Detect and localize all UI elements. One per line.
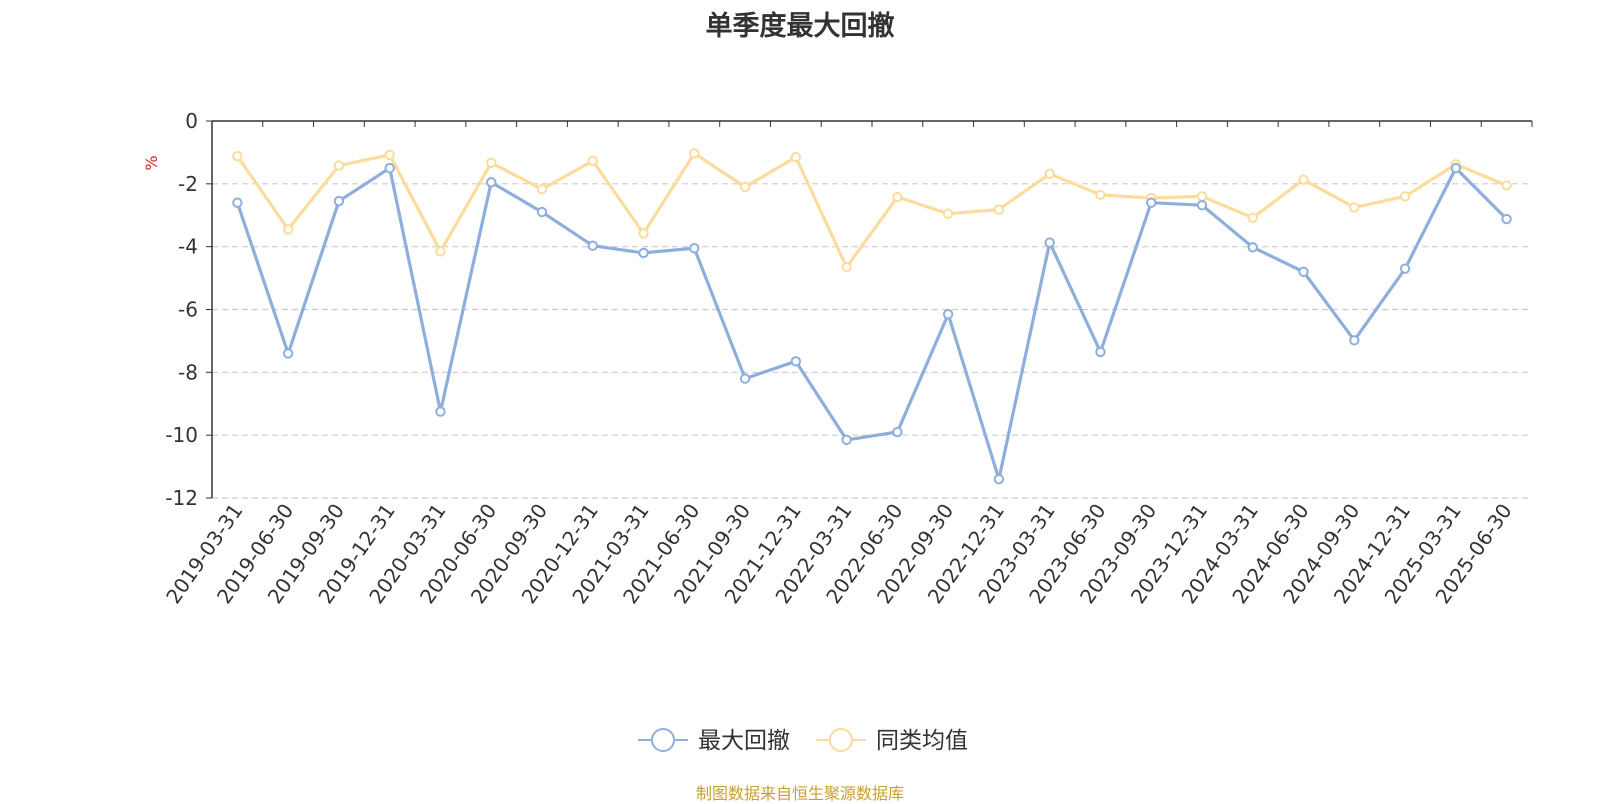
data-point xyxy=(739,181,751,193)
data-point xyxy=(536,183,548,195)
data-point xyxy=(1399,263,1411,274)
data-point xyxy=(942,208,954,219)
data-point xyxy=(1450,162,1462,174)
data-point xyxy=(1298,266,1309,277)
y-tick-label: -8 xyxy=(178,360,198,384)
y-tick-label: -2 xyxy=(178,172,198,196)
series-line xyxy=(235,166,1508,481)
data-point xyxy=(282,348,294,359)
data-point xyxy=(384,162,395,174)
legend-label: 最大回撤 xyxy=(698,728,790,754)
data-point xyxy=(1247,242,1258,253)
data-point xyxy=(587,240,598,251)
data-point xyxy=(333,195,345,207)
data-point xyxy=(1196,191,1208,202)
data-point xyxy=(1095,189,1106,201)
data-point xyxy=(993,204,1005,215)
data-point xyxy=(942,309,954,320)
data-point xyxy=(232,197,243,208)
data-point xyxy=(689,243,700,254)
y-tick-label: -10 xyxy=(165,423,198,447)
y-tick-label: -6 xyxy=(178,298,198,322)
data-point xyxy=(1501,213,1512,225)
data-point xyxy=(892,426,903,438)
data-point xyxy=(536,206,548,218)
data-point xyxy=(1349,335,1360,346)
legend-marker xyxy=(651,728,675,752)
data-point xyxy=(486,157,497,168)
data-point xyxy=(1044,168,1055,179)
data-point xyxy=(384,149,395,161)
y-tick-label: -12 xyxy=(165,486,198,510)
data-point xyxy=(1146,197,1157,208)
y-tick-label: 0 xyxy=(185,109,198,133)
data-point xyxy=(333,160,345,171)
data-point xyxy=(739,373,751,384)
data-point xyxy=(1298,174,1309,185)
data-point xyxy=(1095,346,1106,358)
data-point xyxy=(689,148,700,159)
source-note: 制图数据来自恒生聚源数据库 xyxy=(695,784,904,803)
data-point xyxy=(1349,202,1360,213)
series-line xyxy=(236,151,1508,269)
legend-label: 同类均值 xyxy=(876,728,968,754)
y-tick-label: -4 xyxy=(178,235,198,259)
data-point xyxy=(435,246,446,257)
data-point xyxy=(841,261,852,273)
chart-title: 单季度最大回撤 xyxy=(705,11,895,42)
data-point xyxy=(1399,191,1411,202)
data-point xyxy=(1196,199,1208,211)
data-point xyxy=(486,177,497,188)
y-axis-label: % xyxy=(142,155,161,170)
data-point xyxy=(638,247,649,259)
data-point xyxy=(435,406,446,417)
data-point xyxy=(892,191,903,203)
data-point xyxy=(1501,180,1512,191)
data-point xyxy=(841,434,852,446)
data-point xyxy=(1247,212,1258,223)
data-point xyxy=(993,473,1005,485)
legend-marker xyxy=(829,728,853,752)
data-point xyxy=(790,151,802,163)
data-point xyxy=(587,155,598,167)
data-point xyxy=(1044,237,1055,248)
data-point xyxy=(282,224,294,235)
data-point xyxy=(232,150,243,162)
data-point xyxy=(790,356,802,367)
data-point xyxy=(638,228,649,239)
